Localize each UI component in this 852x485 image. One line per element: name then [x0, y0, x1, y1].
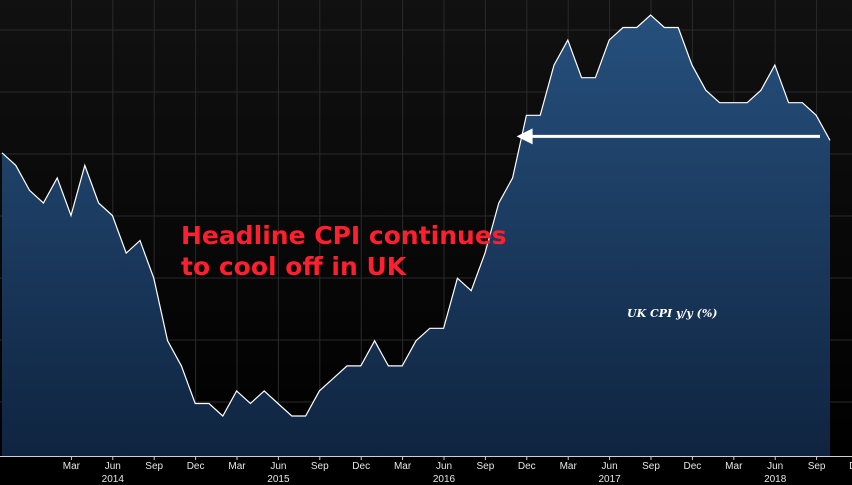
x-axis: Mar Jun Sep Dec Mar Jun Sep Dec Mar Jun Sep Dec Mar J… — [0, 456, 852, 485]
x-tick-label: Jun — [105, 461, 121, 472]
x-tick-label: Mar — [560, 461, 578, 472]
headline-line-1: Headline CPI continues — [181, 221, 507, 250]
x-tick-label: Sep — [642, 461, 660, 472]
x-tick-label: Sep — [808, 461, 826, 472]
headline-line-2: to cool off in UK — [181, 252, 407, 281]
x-year-label: 2014 — [102, 474, 125, 485]
cpi-line — [1, 14, 831, 417]
x-tick-label: Mar — [228, 461, 246, 472]
arrow-head — [516, 128, 533, 145]
annotation-arrow — [516, 128, 820, 145]
x-tick-label: Sep — [145, 461, 163, 472]
x-tick-label: Mar — [63, 461, 81, 472]
x-tick-label: Dec — [352, 461, 370, 472]
series-label: UK CPI y/y (%) — [627, 307, 718, 320]
x-axis-band — [0, 456, 852, 485]
x-tick-label: Mar — [725, 461, 743, 472]
x-year-label: 2018 — [764, 474, 787, 485]
x-tick-label: Dec — [518, 461, 536, 472]
x-tick-label: Dec — [849, 461, 852, 472]
x-tick-label: Jun — [602, 461, 618, 472]
x-tick-label: Sep — [311, 461, 329, 472]
x-year-label: 2015 — [267, 474, 290, 485]
x-year-label: 2016 — [433, 474, 456, 485]
cpi-area — [2, 15, 830, 456]
x-tick-label: Jun — [436, 461, 452, 472]
x-tick-label: Dec — [187, 461, 205, 472]
x-tick-label: Sep — [477, 461, 495, 472]
headline-text: Headline CPI continues to cool off in UK — [181, 220, 507, 282]
x-tick-label: Jun — [767, 461, 783, 472]
x-tick-label: Jun — [270, 461, 286, 472]
x-tick-label: Dec — [684, 461, 702, 472]
x-year-label: 2017 — [598, 474, 621, 485]
x-tick-label: Mar — [394, 461, 412, 472]
